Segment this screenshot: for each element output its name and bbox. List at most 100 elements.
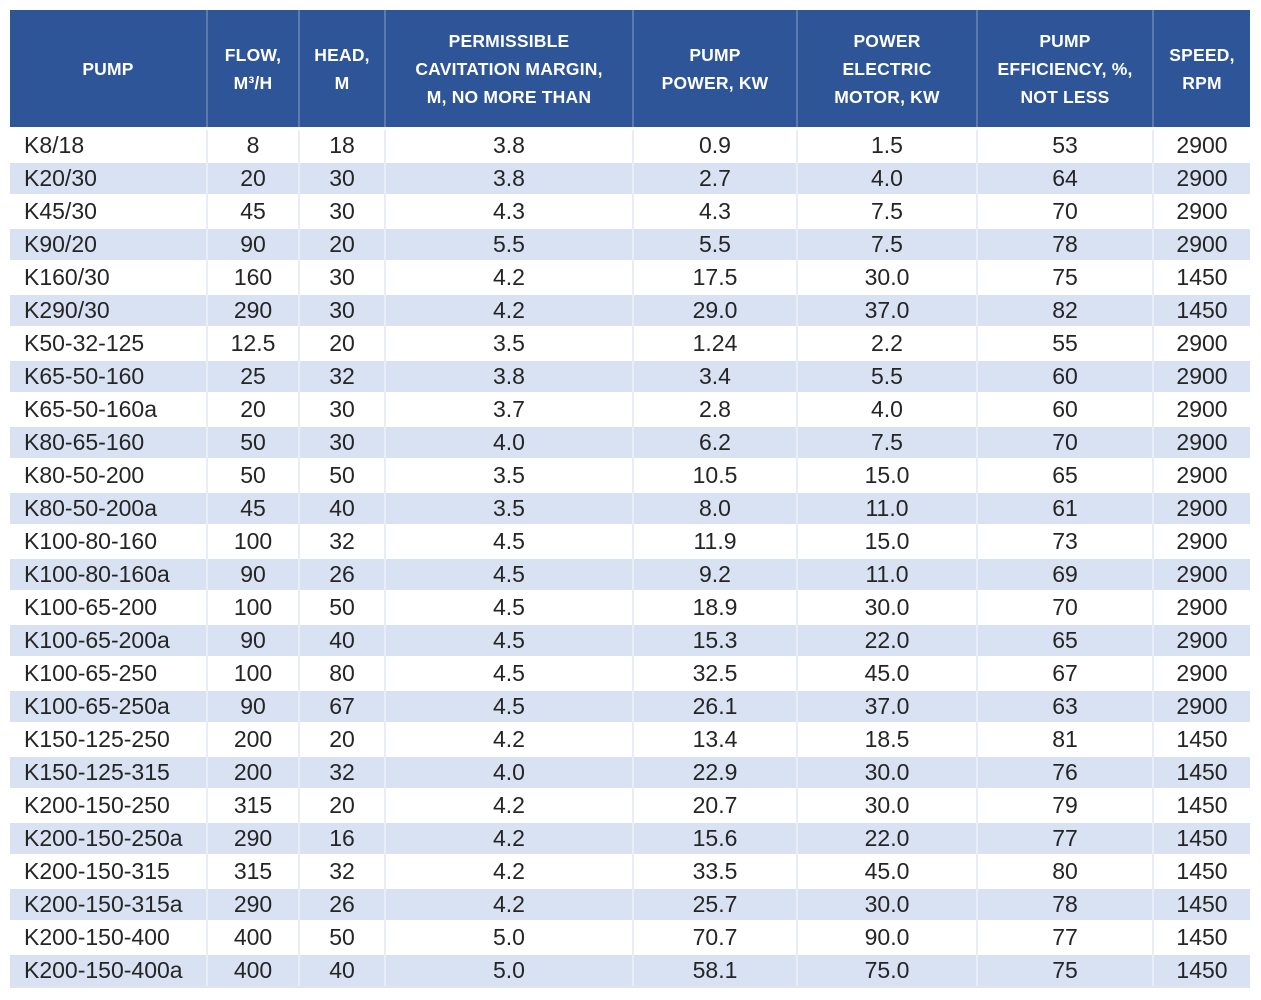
table-cell-flow: 200 <box>206 722 299 756</box>
table-cell-motor-power: 30.0 <box>796 590 977 624</box>
table-cell-cavitation: 4.2 <box>384 788 633 822</box>
table-cell-head: 18 <box>298 127 385 162</box>
table-cell-pump: K200-150-315a <box>10 887 207 921</box>
table-cell-pump: K200-150-400 <box>10 920 207 954</box>
table-cell-pump-power: 6.2 <box>632 425 797 459</box>
table-cell-speed: 1450 <box>1152 887 1250 921</box>
table-cell-speed: 2900 <box>1152 491 1250 525</box>
table-cell-cavitation: 4.5 <box>384 689 633 723</box>
table-cell-efficiency: 53 <box>976 127 1153 162</box>
table-cell-head: 30 <box>298 194 385 228</box>
table-cell-cavitation: 4.2 <box>384 887 633 921</box>
table-cell-efficiency: 63 <box>976 689 1153 723</box>
table-cell-motor-power: 7.5 <box>796 194 977 228</box>
table-cell-speed: 2900 <box>1152 392 1250 426</box>
table-cell-efficiency: 70 <box>976 194 1153 228</box>
table-cell-head: 50 <box>298 458 385 492</box>
table-cell-cavitation: 4.5 <box>384 656 633 690</box>
table-cell-motor-power: 22.0 <box>796 623 977 657</box>
table-row: K65-50-160a 20 30 3.7 2.8 4.0 60 2900 <box>10 392 1250 426</box>
table-cell-flow: 90 <box>206 689 299 723</box>
table-row: K100-80-160a 90 26 4.5 9.2 11.0 69 2900 <box>10 557 1250 591</box>
table-cell-head: 32 <box>298 755 385 789</box>
table-cell-flow: 90 <box>206 623 299 657</box>
table-cell-pump-power: 26.1 <box>632 689 797 723</box>
table-row: K50-32-125 12.5 20 3.5 1.24 2.2 55 2900 <box>10 326 1250 360</box>
table-cell-pump: K150-125-315 <box>10 755 207 789</box>
table-cell-efficiency: 60 <box>976 392 1153 426</box>
table-cell-flow: 25 <box>206 359 299 393</box>
table-cell-head: 26 <box>298 887 385 921</box>
table-cell-motor-power: 15.0 <box>796 458 977 492</box>
table-row: K150-125-315 200 32 4.0 22.9 30.0 76 1450 <box>10 755 1250 789</box>
table-cell-pump: K90/20 <box>10 227 207 261</box>
table-cell-motor-power: 30.0 <box>796 887 977 921</box>
column-header-pump-power: PUMP POWER, KW <box>632 10 797 130</box>
table-cell-speed: 2900 <box>1152 590 1250 624</box>
table-header-row: PUMP FLOW, M³/H HEAD, M PERMISSIBLE CAVITAT… <box>10 10 1250 130</box>
table-row: K160/30 160 30 4.2 17.5 30.0 75 1450 <box>10 260 1250 294</box>
table-cell-flow: 20 <box>206 161 299 195</box>
table-cell-efficiency: 55 <box>976 326 1153 360</box>
table-cell-head: 30 <box>298 260 385 294</box>
table-cell-motor-power: 7.5 <box>796 425 977 459</box>
table-cell-head: 30 <box>298 392 385 426</box>
table-cell-cavitation: 4.5 <box>384 524 633 558</box>
table-cell-pump-power: 15.3 <box>632 623 797 657</box>
table-row: K150-125-250 200 20 4.2 13.4 18.5 81 1450 <box>10 722 1250 756</box>
table-cell-speed: 2900 <box>1152 458 1250 492</box>
table-cell-motor-power: 30.0 <box>796 755 977 789</box>
table-cell-head: 32 <box>298 359 385 393</box>
table-cell-speed: 2900 <box>1152 623 1250 657</box>
table-cell-cavitation: 4.2 <box>384 722 633 756</box>
table-cell-pump: K65-50-160 <box>10 359 207 393</box>
table-cell-speed: 1450 <box>1152 854 1250 888</box>
table-cell-head: 20 <box>298 788 385 822</box>
table-cell-pump: K80-50-200a <box>10 491 207 525</box>
column-header-pump: PUMP <box>10 10 207 130</box>
table-cell-flow: 50 <box>206 425 299 459</box>
table-cell-pump: K200-150-315 <box>10 854 207 888</box>
table-cell-flow: 45 <box>206 491 299 525</box>
table-cell-pump-power: 0.9 <box>632 127 797 162</box>
table-cell-flow: 290 <box>206 293 299 327</box>
table-cell-pump: K160/30 <box>10 260 207 294</box>
table-cell-pump-power: 17.5 <box>632 260 797 294</box>
table-cell-pump-power: 13.4 <box>632 722 797 756</box>
table-cell-speed: 1450 <box>1152 722 1250 756</box>
table-cell-pump: K100-65-200 <box>10 590 207 624</box>
table-row: K200-150-400a 400 40 5.0 58.1 75.0 75 1450 <box>10 953 1250 988</box>
table-cell-efficiency: 78 <box>976 887 1153 921</box>
table-cell-motor-power: 37.0 <box>796 293 977 327</box>
table-cell-motor-power: 5.5 <box>796 359 977 393</box>
pump-specs-table: PUMP FLOW, M³/H HEAD, M PERMISSIBLE CAVITAT… <box>10 10 1250 988</box>
table-cell-pump-power: 58.1 <box>632 953 797 988</box>
table-cell-head: 32 <box>298 854 385 888</box>
table-cell-pump-power: 8.0 <box>632 491 797 525</box>
table-cell-head: 40 <box>298 491 385 525</box>
table-cell-efficiency: 70 <box>976 590 1153 624</box>
table-cell-head: 50 <box>298 590 385 624</box>
table-cell-speed: 2900 <box>1152 194 1250 228</box>
table-cell-speed: 1450 <box>1152 755 1250 789</box>
table-cell-efficiency: 79 <box>976 788 1153 822</box>
table-cell-flow: 12.5 <box>206 326 299 360</box>
table-cell-flow: 100 <box>206 524 299 558</box>
table-cell-pump-power: 2.7 <box>632 161 797 195</box>
table-cell-head: 40 <box>298 953 385 988</box>
table-cell-head: 40 <box>298 623 385 657</box>
table-cell-efficiency: 61 <box>976 491 1153 525</box>
table-cell-speed: 2900 <box>1152 161 1250 195</box>
table-cell-speed: 2900 <box>1152 656 1250 690</box>
table-cell-pump-power: 15.6 <box>632 821 797 855</box>
table-row: K80-50-200 50 50 3.5 10.5 15.0 65 2900 <box>10 458 1250 492</box>
table-cell-pump-power: 22.9 <box>632 755 797 789</box>
table-cell-pump-power: 11.9 <box>632 524 797 558</box>
table-cell-pump-power: 32.5 <box>632 656 797 690</box>
table-cell-speed: 2900 <box>1152 227 1250 261</box>
table-cell-pump-power: 3.4 <box>632 359 797 393</box>
table-row: K8/18 8 18 3.8 0.9 1.5 53 2900 <box>10 127 1250 162</box>
table-cell-flow: 200 <box>206 755 299 789</box>
column-header-flow: FLOW, M³/H <box>206 10 299 130</box>
table-cell-flow: 290 <box>206 821 299 855</box>
